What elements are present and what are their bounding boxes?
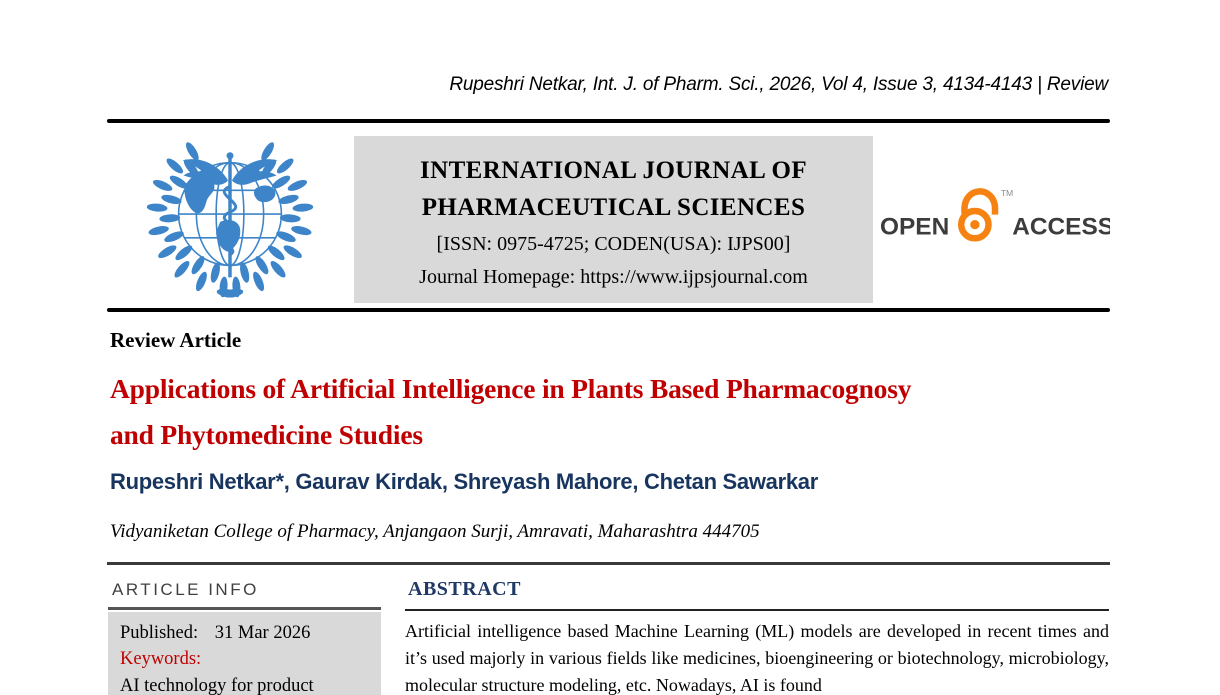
published-label: Published: — [120, 622, 199, 643]
abstract-column: ABSTRACT Artificial intelligence based M… — [405, 578, 1109, 695]
abstract-text: Artificial intelligence based Machine Le… — [405, 621, 1109, 695]
who-emblem-logo — [146, 140, 314, 299]
article-info-box: Published: 31 Mar 2026 Keywords: AI tech… — [108, 611, 381, 695]
published-value: 31 Mar 2026 — [214, 622, 311, 643]
article-info-column: ARTICLE INFO Published: 31 Mar 2026 Keyw… — [108, 580, 381, 695]
open-label: OPEN — [880, 214, 949, 241]
running-head: Rupeshri Netkar, Int. J. of Pharm. Sci.,… — [449, 74, 1108, 95]
journal-homepage-link[interactable]: Journal Homepage: https://www.ijpsjourna… — [419, 266, 808, 288]
published-row: Published: 31 Mar 2026 — [120, 620, 369, 647]
abstract-rule — [405, 609, 1109, 611]
tm-label: TM — [1001, 188, 1013, 198]
journal-title-line2: PHARMACEUTICAL SCIENCES — [421, 194, 806, 221]
open-access-logo: OPEN TM ACCESS — [880, 188, 1110, 242]
open-lock-icon — [957, 188, 999, 242]
keywords-label: Keywords: — [120, 649, 202, 669]
article-title: Applications of Artificial Intelligence … — [110, 366, 1110, 458]
masthead-bottom-rule — [107, 308, 1110, 312]
issn-line: [ISSN: 0975-4725; CODEN(USA): IJPS00] — [436, 233, 791, 255]
keywords-value: AI technology for product — [120, 675, 314, 695]
top-rule — [107, 119, 1110, 123]
article-title-line1: Applications of Artificial Intelligence … — [110, 373, 912, 404]
section-divider-rule — [107, 562, 1110, 565]
article-info-rule — [108, 607, 381, 610]
affiliation: Vidyaniketan College of Pharmacy, Anjang… — [110, 521, 760, 542]
masthead-box: INTERNATIONAL JOURNAL OF PHARMACEUTICAL … — [354, 136, 873, 303]
article-type-label: Review Article — [110, 328, 242, 352]
authors-line: Rupeshri Netkar*, Gaurav Kirdak, Shreyas… — [110, 469, 819, 494]
article-title-line2: and Phytomedicine Studies — [110, 419, 423, 450]
abstract-heading: ABSTRACT — [408, 578, 521, 600]
caduceus-icon — [222, 152, 238, 278]
article-info-heading: ARTICLE INFO — [112, 580, 259, 599]
access-label: ACCESS — [1012, 214, 1110, 241]
journal-title-line1: INTERNATIONAL JOURNAL OF — [420, 157, 807, 184]
